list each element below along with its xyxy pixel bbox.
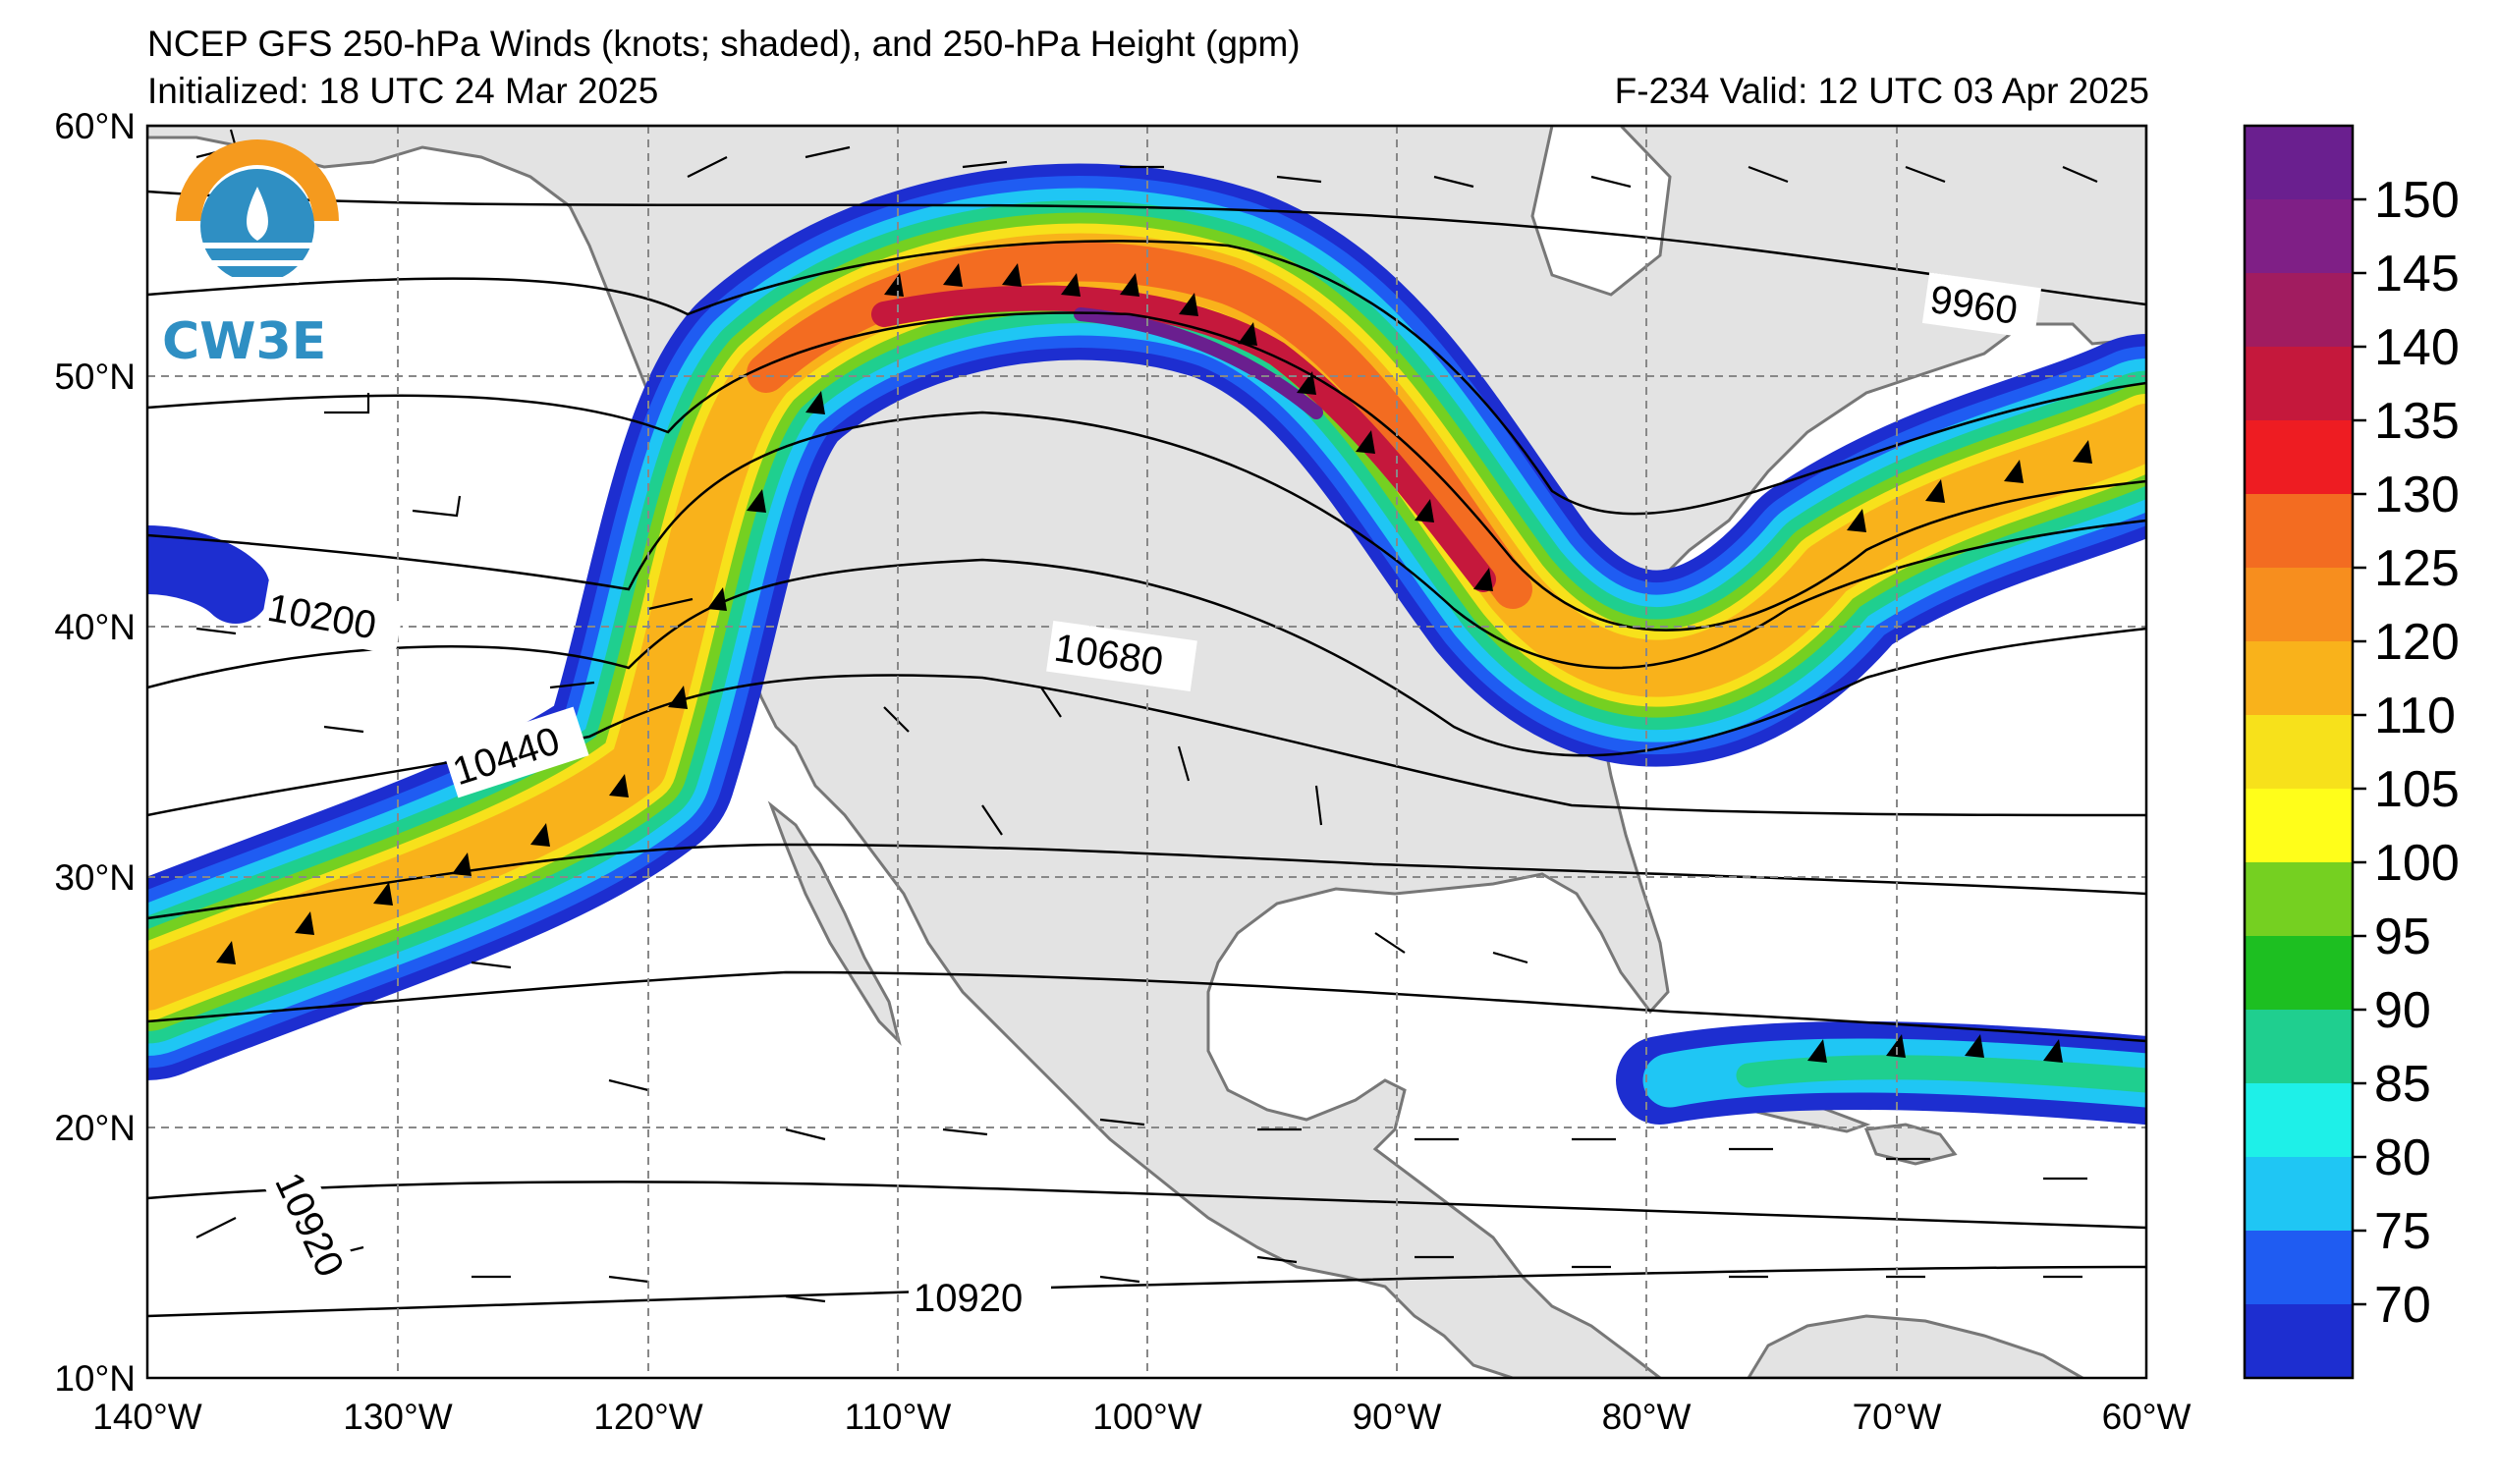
lat-label-30: 30°N xyxy=(54,857,136,898)
colorbar-swatch xyxy=(2245,641,2353,716)
colorbar-label: 85 xyxy=(2374,1056,2431,1113)
lon-label-70w: 70°W xyxy=(1853,1397,1942,1437)
colorbar-label: 140 xyxy=(2374,319,2460,376)
colorbar-swatches xyxy=(2245,126,2353,1379)
lat-label-20: 20°N xyxy=(54,1108,136,1148)
colorbar-label: 80 xyxy=(2374,1129,2431,1186)
colorbar-frame xyxy=(2243,124,2355,1380)
colorbar-swatch xyxy=(2245,1157,2353,1232)
colorbar-label: 145 xyxy=(2374,246,2460,302)
map-frame xyxy=(145,124,2148,1380)
lat-label-10: 10°N xyxy=(54,1358,136,1399)
graticule xyxy=(147,126,2146,1378)
lon-label-120w: 120°W xyxy=(593,1397,703,1437)
colorbar-label: 95 xyxy=(2374,908,2431,965)
colorbar-labels: 150 145 140 135 130 125 120 110 105 100 95 90 85 80 75… xyxy=(2353,172,2460,1334)
colorbar-swatch xyxy=(2245,1304,2353,1379)
colorbar-swatch xyxy=(2245,1010,2353,1084)
lon-labels: 140°W 130°W 120°W 110°W 100°W 90°W 80°W … xyxy=(92,1397,2191,1437)
lat-label-40: 40°N xyxy=(54,607,136,647)
lat-labels: 60°N 50°N 40°N 30°N 20°N 10°N xyxy=(54,106,136,1399)
lon-label-140w: 140°W xyxy=(92,1397,202,1437)
wind-barbs xyxy=(195,129,2098,1313)
colorbar-swatch xyxy=(2245,347,2353,421)
colorbar-swatch xyxy=(2245,936,2353,1011)
colorbar-label: 100 xyxy=(2374,835,2460,892)
lon-label-90w: 90°W xyxy=(1353,1397,1442,1437)
colorbar-label: 70 xyxy=(2374,1277,2431,1334)
cw3e-logo: CW3E xyxy=(162,139,339,371)
colorbar-swatch xyxy=(2245,126,2353,200)
colorbar-label: 75 xyxy=(2374,1203,2431,1260)
colorbar-label: 125 xyxy=(2374,540,2460,597)
colorbar-label: 120 xyxy=(2374,614,2460,671)
colorbar-label: 150 xyxy=(2374,172,2460,229)
contour-label-10920-south: 10920 xyxy=(914,1277,1023,1320)
contour-labels: 9960 10200 10440 10680 10920 10920 xyxy=(259,272,2042,1323)
colorbar-label: 110 xyxy=(2374,687,2456,744)
valid-time: F-234 Valid: 12 UTC 03 Apr 2025 xyxy=(1614,71,2149,111)
lat-label-60: 60°N xyxy=(54,106,136,146)
init-time: Initialized: 18 UTC 24 Mar 2025 xyxy=(147,71,659,111)
colorbar: 150 145 140 135 130 125 120 110 105 100 95 90 85 80 75… xyxy=(2243,124,2460,1380)
colorbar-swatch xyxy=(2245,715,2353,790)
lat-label-50: 50°N xyxy=(54,357,136,397)
colorbar-swatch xyxy=(2245,1231,2353,1305)
logo-text: CW3E xyxy=(162,312,326,371)
south-america xyxy=(1747,1314,2086,1378)
colorbar-label: 90 xyxy=(2374,982,2431,1039)
map-title: NCEP GFS 250-hPa Winds (knots; shaded), … xyxy=(147,24,1301,64)
lon-label-100w: 100°W xyxy=(1092,1397,1202,1437)
lon-label-80w: 80°W xyxy=(1602,1397,1692,1437)
colorbar-swatch xyxy=(2245,494,2353,569)
hispaniola xyxy=(1863,1123,1958,1166)
colorbar-swatch xyxy=(2245,199,2353,274)
lon-label-60w: 60°W xyxy=(2102,1397,2192,1437)
lon-label-110w: 110°W xyxy=(845,1397,952,1437)
colorbar-swatch xyxy=(2245,568,2353,642)
colorbar-swatch xyxy=(2245,273,2353,348)
colorbar-swatch xyxy=(2245,420,2353,495)
colorbar-swatch xyxy=(2245,789,2353,863)
colorbar-label: 105 xyxy=(2374,761,2460,818)
map-panel: 9960 10200 10440 10680 10920 10920 xyxy=(147,126,2146,1378)
colorbar-label: 135 xyxy=(2374,393,2460,450)
colorbar-label: 130 xyxy=(2374,467,2460,523)
lon-label-130w: 130°W xyxy=(343,1397,453,1437)
colorbar-swatch xyxy=(2245,1083,2353,1158)
colorbar-swatch xyxy=(2245,862,2353,937)
